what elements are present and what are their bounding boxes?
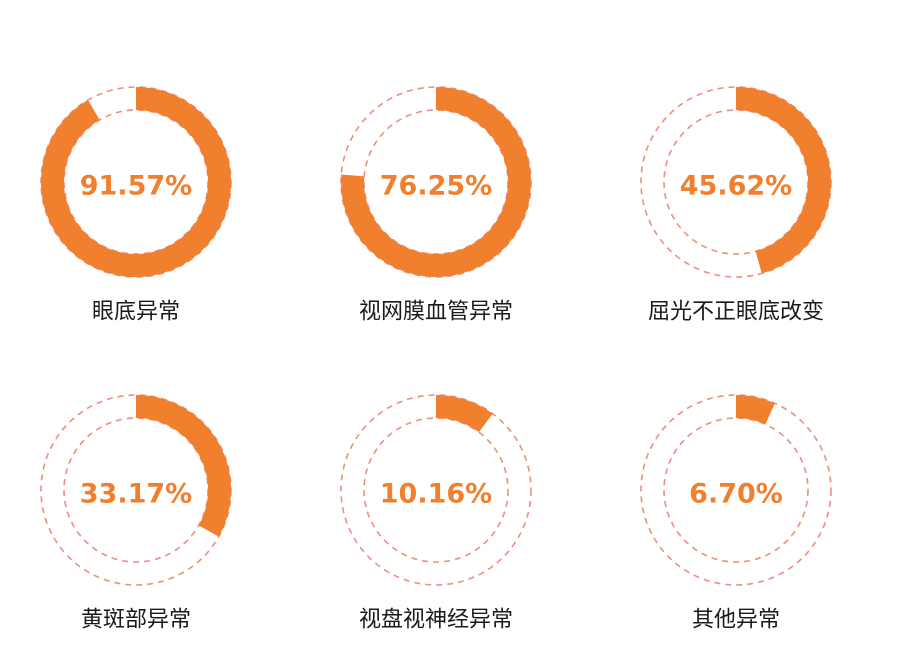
ring-value-arc xyxy=(735,87,831,274)
ring-track-inner xyxy=(363,417,509,563)
ring-value-arc xyxy=(41,87,231,277)
ring-track-inner xyxy=(63,417,209,563)
category-label: 视盘视神经异常 xyxy=(359,608,513,633)
ring-track-outer xyxy=(640,394,832,586)
ring-track-inner xyxy=(63,109,209,255)
ring-track-outer xyxy=(340,394,532,586)
donut-item: 6.70% 其他异常 xyxy=(640,394,832,633)
category-label: 其他异常 xyxy=(692,608,780,633)
value-label: 10.16% xyxy=(380,479,492,510)
ring-track-inner xyxy=(663,417,809,563)
value-label: 6.70% xyxy=(689,479,783,510)
charts-root: 91.57% 眼底异常 76.25% 视网膜血管异常 45.62% 屈光不正眼底改变 33.… xyxy=(40,86,832,633)
category-label: 视网膜血管异常 xyxy=(359,300,513,325)
value-label: 91.57% xyxy=(80,171,192,202)
ring-value-arc xyxy=(135,395,231,537)
value-label: 76.25% xyxy=(380,171,492,202)
donut-item: 76.25% 视网膜血管异常 xyxy=(340,86,532,325)
category-label: 黄斑部异常 xyxy=(81,608,191,633)
ring-value-arc xyxy=(341,87,531,277)
donut-item: 33.17% 黄斑部异常 xyxy=(40,394,232,633)
value-label: 45.62% xyxy=(680,171,792,202)
value-label: 33.17% xyxy=(80,479,192,510)
ring-track-inner xyxy=(663,109,809,255)
category-label: 屈光不正眼底改变 xyxy=(648,300,824,325)
ring-value-arc xyxy=(735,395,775,425)
donut-item: 10.16% 视盘视神经异常 xyxy=(340,394,532,633)
donut-item: 45.62% 屈光不正眼底改变 xyxy=(640,86,832,325)
ring-value-arc xyxy=(435,395,493,433)
donut-item: 91.57% 眼底异常 xyxy=(40,86,232,325)
category-label: 眼底异常 xyxy=(92,300,180,325)
ring-track-inner xyxy=(363,109,509,255)
